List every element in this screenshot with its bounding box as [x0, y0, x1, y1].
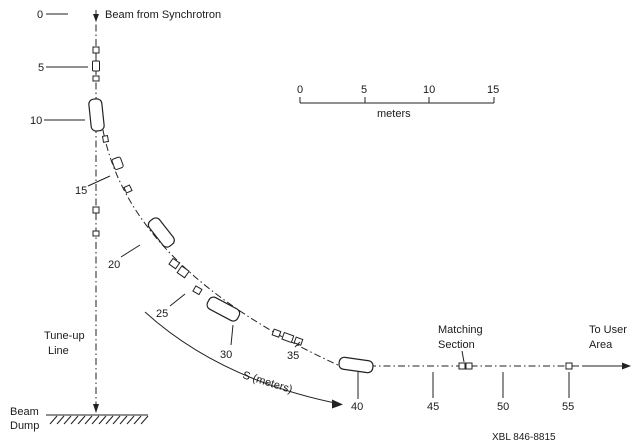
- scale-tick: 5: [361, 84, 367, 96]
- beam-dump-ground: [46, 414, 149, 425]
- hatch-stroke: [49, 415, 58, 425]
- quad-magnet: [111, 156, 124, 170]
- distance-label: 45: [427, 401, 439, 413]
- hatch-stroke: [70, 415, 79, 425]
- quad-magnet: [192, 285, 203, 296]
- hatch-stroke: [140, 415, 149, 425]
- quad-magnet: [458, 362, 466, 370]
- user-area-label-1: To User: [589, 324, 627, 336]
- figure-id: XBL 846-8815: [492, 432, 556, 443]
- bending-magnet: [147, 217, 175, 248]
- quad-magnet: [92, 230, 100, 237]
- scale-tick: 10: [423, 84, 435, 96]
- s-label: S (meters): [241, 369, 294, 395]
- hatch-stroke: [105, 415, 114, 425]
- hatch-stroke: [98, 415, 107, 425]
- scale-tick: 0: [297, 84, 303, 96]
- distance-label: 5: [38, 62, 44, 74]
- user-area-label-2: Area: [589, 339, 613, 351]
- distance-label: 30: [220, 349, 232, 361]
- s-arc-arrow: [332, 399, 343, 409]
- distance-leader: [230, 324, 234, 346]
- bending-magnet: [88, 98, 105, 132]
- tuneup-label-2: Line: [48, 345, 69, 357]
- scale-unit: meters: [377, 108, 411, 120]
- hatch-stroke: [77, 415, 86, 425]
- beam-dump-label-1: Beam: [10, 406, 39, 418]
- bending-magnet: [206, 296, 241, 322]
- quad-magnet: [176, 265, 190, 279]
- tuneup-label-1: Tune-up: [44, 330, 85, 342]
- hatch-stroke: [119, 415, 128, 425]
- distance-label: 55: [562, 401, 574, 413]
- hatch-stroke: [112, 415, 121, 425]
- quad-magnet: [92, 60, 100, 72]
- quad-magnet: [92, 46, 100, 54]
- beam-source-title: Beam from Synchrotron: [105, 9, 221, 21]
- quad-magnet: [281, 331, 295, 344]
- distance-label: 20: [108, 259, 120, 271]
- hatch-stroke: [84, 415, 93, 425]
- quad-magnet: [565, 362, 573, 370]
- beam-dump-label-2: Dump: [10, 420, 39, 432]
- distance-leader: [294, 341, 301, 348]
- quad-magnet: [92, 206, 100, 214]
- hatch-stroke: [63, 415, 72, 425]
- quad-magnet: [465, 362, 473, 370]
- quad-magnet: [92, 75, 100, 82]
- distance-leader: [169, 293, 186, 307]
- distance-label: 10: [30, 115, 42, 127]
- matching-label-2: Section: [438, 339, 475, 351]
- user-area-arrow: [622, 362, 631, 370]
- quad-magnet: [168, 257, 181, 270]
- scale-bar: 0 5 10 15 meters: [297, 84, 499, 120]
- distance-label: 40: [351, 401, 363, 413]
- matching-label-1: Matching: [438, 324, 483, 336]
- hatch-stroke: [56, 415, 65, 425]
- beam-arrow-top: [93, 14, 99, 22]
- scale-tick: 15: [487, 84, 499, 96]
- distance-label: 15: [75, 185, 87, 197]
- hatch-stroke: [91, 415, 100, 425]
- distance-leader: [87, 175, 111, 187]
- quad-magnet: [123, 184, 133, 194]
- quad-magnet: [101, 134, 110, 143]
- distance-label: 50: [497, 401, 509, 413]
- distance-label: 25: [156, 308, 168, 320]
- hatch-stroke: [133, 415, 142, 425]
- distance-label: 35: [287, 350, 299, 362]
- distance-label: 0: [37, 9, 43, 21]
- distance-leader: [120, 244, 141, 258]
- hatch-stroke: [126, 415, 135, 425]
- quad-magnet: [271, 328, 282, 338]
- transport-curve: [102, 129, 341, 367]
- matching-leader: [461, 350, 465, 363]
- s-arc: [144, 311, 341, 405]
- beam-arrow-dump: [93, 404, 99, 413]
- bending-magnet: [338, 356, 374, 374]
